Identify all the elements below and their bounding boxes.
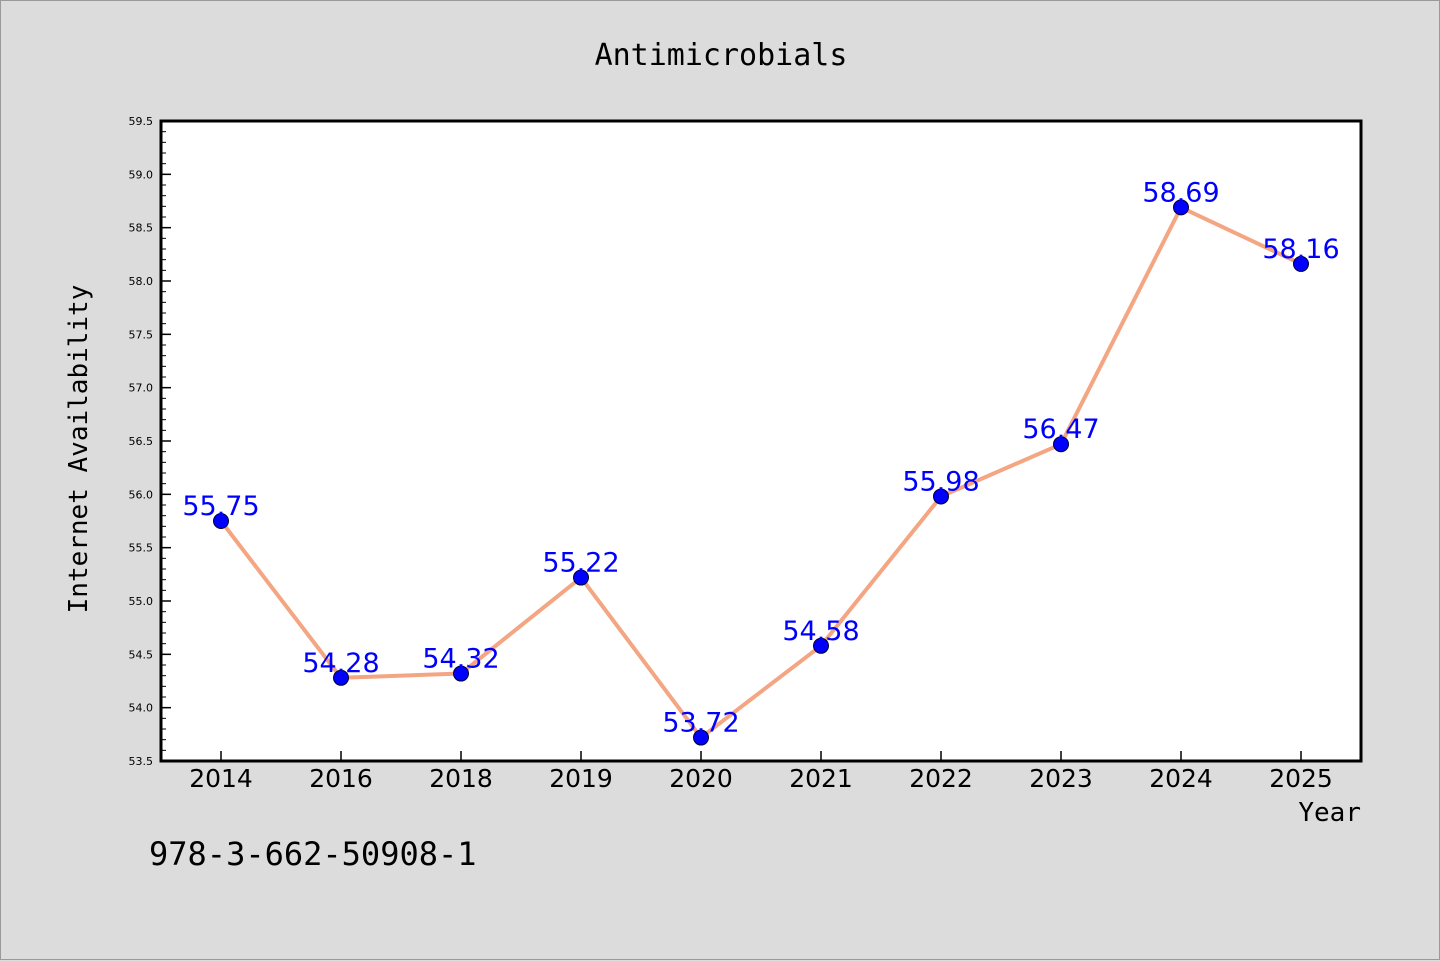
- data-point-marker: [453, 665, 469, 682]
- y-tick-label: 57.0: [129, 382, 154, 395]
- y-tick-label: 53.5: [129, 755, 154, 768]
- data-label: 55.22: [542, 548, 619, 579]
- data-point-marker: [1173, 199, 1189, 216]
- y-axis-label: Internet Availability: [64, 285, 94, 614]
- y-tick-label: 55.5: [129, 542, 154, 555]
- x-tick-label: 2021: [789, 764, 853, 793]
- x-tick-label: 2025: [1269, 764, 1333, 793]
- y-tick-label: 59.0: [129, 168, 154, 181]
- x-axis-tick-labels: 2014 2016 2018 2019 2020 2021 2022 2023 2024 2025: [189, 764, 1333, 793]
- data-point-marker: [933, 488, 949, 505]
- data-label: 58.16: [1262, 234, 1339, 265]
- x-tick-label: 2024: [1149, 764, 1213, 793]
- data-point-marker: [333, 669, 349, 686]
- x-tick-label: 2019: [549, 764, 613, 793]
- x-tick-label: 2020: [669, 764, 733, 793]
- y-tick-label: 57.5: [129, 328, 154, 341]
- x-axis-label: Year: [1298, 798, 1361, 828]
- data-label: 54.32: [422, 644, 499, 675]
- data-labels: 55.75 54.28 54.32 55.22 53.72 54.58 55.98 56.47…: [182, 177, 1339, 738]
- data-point-marker: [1293, 255, 1309, 272]
- data-label: 56.47: [1022, 414, 1099, 445]
- data-label: 58.69: [1142, 177, 1219, 208]
- x-tick-label: 2022: [909, 764, 973, 793]
- y-tick-label: 58.0: [129, 275, 154, 288]
- y-tick-label: 58.5: [129, 222, 154, 235]
- y-tick-label: 54.0: [129, 702, 154, 715]
- x-tick-label: 2016: [309, 764, 373, 793]
- y-axis-tick-labels: 53.5 54.0 54.5 55.0 55.5 56.0 56.5 57.0 57.5 58.0…: [129, 115, 154, 768]
- chart-title: Antimicrobials: [595, 38, 848, 73]
- data-point-marker: [573, 569, 589, 586]
- y-tick-label: 56.0: [129, 488, 154, 501]
- series-line: [219, 205, 1302, 740]
- data-label: 54.28: [302, 648, 379, 679]
- y-tick-label: 54.5: [129, 648, 154, 661]
- plot-area: [161, 121, 1361, 761]
- data-point-marker: [693, 729, 709, 746]
- data-label: 54.58: [782, 616, 859, 647]
- plot-frame: [159, 119, 1363, 763]
- x-tick-label: 2014: [189, 764, 253, 793]
- x-axis-ticks: [220, 751, 1302, 761]
- x-tick-label: 2018: [429, 764, 493, 793]
- y-tick-label: 59.5: [129, 115, 154, 128]
- data-label: 55.98: [902, 466, 979, 497]
- data-point-marker: [1053, 436, 1069, 453]
- y-tick-label: 56.5: [129, 435, 154, 448]
- y-tick-label: 55.0: [129, 595, 154, 608]
- series-markers: [213, 199, 1309, 746]
- data-point-marker: [813, 637, 829, 654]
- data-label: 53.72: [662, 708, 739, 739]
- isbn-annotation: 978-3-662-50908-1: [149, 835, 477, 873]
- data-label: 55.75: [182, 491, 259, 522]
- data-point-marker: [213, 513, 229, 529]
- x-tick-label: 2023: [1029, 764, 1093, 793]
